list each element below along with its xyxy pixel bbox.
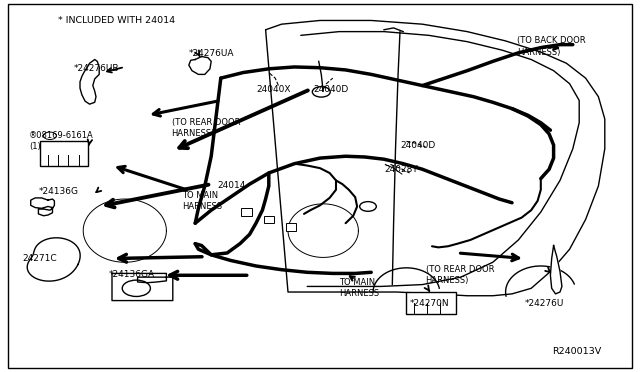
- Text: 24040D: 24040D: [400, 141, 435, 150]
- Polygon shape: [288, 204, 358, 257]
- Polygon shape: [112, 273, 173, 301]
- Text: R240013V: R240013V: [552, 347, 601, 356]
- Bar: [406, 292, 456, 314]
- Text: 24014: 24014: [218, 182, 246, 190]
- Text: *24270N: *24270N: [410, 299, 449, 308]
- Text: ®08169-6161A
(1): ®08169-6161A (1): [29, 131, 93, 151]
- Text: (TO REAR DOOR
HARNESS): (TO REAR DOOR HARNESS): [172, 118, 240, 138]
- Text: TO MAIN
HARNESS: TO MAIN HARNESS: [182, 191, 223, 211]
- Bar: [40, 141, 88, 166]
- Bar: [241, 208, 252, 216]
- Text: 24271C: 24271C: [22, 254, 57, 263]
- Text: 24028Y: 24028Y: [384, 165, 418, 174]
- Text: *24276U: *24276U: [525, 299, 564, 308]
- Bar: [264, 216, 274, 223]
- Text: *24276UA: *24276UA: [189, 49, 234, 58]
- Text: 24040X: 24040X: [256, 85, 291, 94]
- Text: *24136G: *24136G: [38, 187, 79, 196]
- Polygon shape: [189, 57, 211, 74]
- Polygon shape: [31, 198, 54, 216]
- Polygon shape: [550, 246, 562, 294]
- Text: *24276UB: *24276UB: [74, 64, 119, 73]
- Text: (TO BACK DOOR
HARNESS): (TO BACK DOOR HARNESS): [517, 36, 586, 57]
- Text: 24040D: 24040D: [314, 85, 349, 94]
- Text: * INCLUDED WITH 24014: * INCLUDED WITH 24014: [58, 16, 175, 25]
- Text: (TO REAR DOOR
HARNESS): (TO REAR DOOR HARNESS): [426, 265, 494, 285]
- Text: TO MAIN
HARNESS: TO MAIN HARNESS: [339, 278, 380, 298]
- Text: *24136GA: *24136GA: [109, 270, 155, 279]
- Polygon shape: [28, 238, 80, 281]
- Bar: [286, 223, 296, 231]
- Polygon shape: [83, 199, 166, 262]
- Polygon shape: [80, 60, 99, 104]
